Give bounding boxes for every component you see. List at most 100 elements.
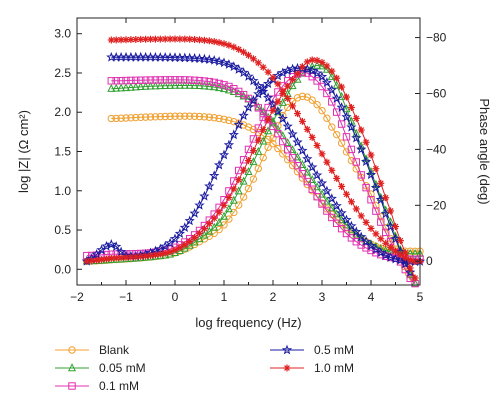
data-point-marker: [200, 77, 209, 85]
data-point-marker: [205, 226, 214, 235]
data-point-marker: [382, 194, 390, 202]
data-point-marker: [238, 67, 249, 78]
data-point-marker: [174, 228, 186, 239]
data-point-marker: [229, 195, 238, 204]
data-point-marker: [367, 224, 375, 232]
data-point-marker: [323, 89, 331, 98]
data-point-marker: [341, 111, 352, 122]
data-point-marker: [342, 133, 351, 141]
data-point-marker: [147, 252, 154, 260]
data-point-marker: [284, 146, 292, 154]
data-point-marker: [367, 196, 375, 204]
data-point-marker: [372, 230, 380, 238]
data-point-marker: [132, 35, 140, 43]
x-tick-label: 0: [172, 290, 179, 304]
y-left-tick-label: 0.0: [54, 262, 71, 276]
data-point-marker: [245, 51, 252, 59]
data-point-marker: [107, 83, 116, 92]
data-point-marker: [254, 59, 262, 67]
data-point-marker: [294, 70, 301, 78]
data-point-marker: [254, 104, 263, 112]
data-point-marker: [220, 40, 228, 48]
x-tick-label: 1: [221, 290, 228, 304]
data-point-marker: [169, 233, 181, 244]
data-point-marker: [333, 219, 341, 228]
data-point-marker: [117, 83, 126, 92]
y-left-tick-label: 1.0: [54, 184, 71, 198]
data-point-marker: [277, 113, 288, 124]
data-point-marker: [264, 116, 272, 124]
data-point-marker: [313, 100, 321, 109]
data-point-marker: [67, 363, 77, 372]
data-point-marker: [401, 249, 409, 257]
series-impedance-1-0-mm: [107, 35, 424, 265]
data-point-marker: [223, 59, 235, 69]
data-point-marker: [210, 222, 219, 231]
data-point-marker: [112, 83, 121, 92]
data-point-marker: [195, 81, 204, 90]
data-point-marker: [357, 126, 365, 134]
data-point-marker: [298, 92, 307, 100]
legend-label: Blank: [99, 343, 130, 357]
data-point-marker: [342, 229, 351, 238]
y-right-tick-label: −60: [426, 86, 447, 100]
data-point-marker: [337, 139, 346, 147]
data-point-marker: [213, 56, 225, 66]
data-point-marker: [230, 208, 238, 217]
data-point-marker: [293, 162, 302, 170]
data-point-marker: [209, 170, 220, 181]
data-point-marker: [181, 241, 189, 249]
data-point-marker: [83, 257, 91, 265]
data-point-marker: [215, 225, 223, 234]
data-point-marker: [220, 201, 228, 209]
data-point-marker: [239, 90, 248, 99]
data-point-marker: [318, 82, 326, 91]
data-point-marker: [210, 114, 218, 122]
data-point-marker: [328, 166, 336, 174]
data-point-marker: [122, 76, 130, 85]
data-point-marker: [151, 113, 160, 121]
data-point-marker: [258, 86, 269, 96]
data-point-marker: [328, 123, 336, 131]
data-point-marker: [346, 121, 357, 132]
data-point-marker: [284, 156, 292, 164]
y-left-tick-label: 2.0: [54, 105, 71, 119]
y-right-tick-label: −20: [426, 198, 447, 212]
data-point-marker: [259, 63, 267, 71]
data-point-marker: [352, 114, 360, 122]
data-point-marker: [392, 247, 399, 255]
data-point-marker: [240, 166, 248, 174]
data-point-marker: [190, 112, 199, 120]
data-point-marker: [204, 54, 215, 65]
data-point-marker: [362, 183, 370, 192]
data-point-marker: [210, 38, 218, 46]
data-point-marker: [151, 251, 159, 259]
data-point-marker: [328, 213, 336, 222]
series-phase-1-0-mm-line: [86, 59, 416, 279]
y-left-tick-label: 3.0: [54, 27, 71, 41]
x-tick-label: 4: [368, 290, 375, 304]
data-point-marker: [342, 148, 351, 156]
data-point-marker: [311, 169, 323, 180]
data-point-marker: [161, 112, 169, 121]
data-point-marker: [411, 247, 419, 255]
data-point-marker: [219, 211, 229, 220]
data-point-marker: [244, 166, 253, 175]
data-point-marker: [336, 102, 347, 112]
data-point-marker: [288, 161, 297, 170]
data-point-marker: [377, 179, 385, 187]
data-point-marker: [240, 48, 248, 56]
data-point-marker: [205, 77, 214, 86]
data-point-marker: [298, 169, 307, 178]
data-point-marker: [127, 36, 135, 44]
data-point-marker: [205, 113, 214, 121]
y-left-tick-label: 0.5: [54, 223, 71, 237]
data-point-marker: [253, 80, 264, 91]
data-point-marker: [239, 156, 248, 164]
data-point-marker: [347, 145, 356, 154]
data-point-marker: [223, 139, 235, 150]
data-point-marker: [387, 207, 395, 215]
data-point-marker: [205, 220, 213, 228]
data-point-marker: [347, 225, 356, 234]
y-left-tick-label: 2.5: [54, 66, 71, 80]
